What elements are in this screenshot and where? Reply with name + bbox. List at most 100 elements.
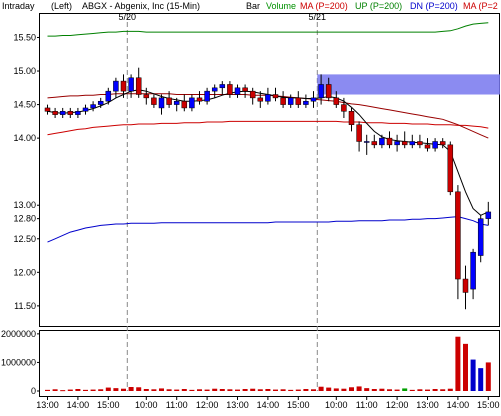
price-tick-label: 14.00 (13, 133, 36, 143)
candle-body (82, 107, 89, 112)
date-marker-label: 5/20 (119, 12, 137, 22)
price-tick-label: 14.50 (13, 100, 36, 110)
candle-body (272, 94, 279, 99)
candle-body (401, 141, 408, 146)
time-tick-label: 13:00 (416, 400, 439, 410)
candle-body (455, 191, 461, 280)
candle-body (105, 90, 112, 102)
candle-body (257, 97, 264, 102)
candle-body (128, 77, 134, 92)
volume-bar (67, 389, 73, 391)
candle-body (325, 84, 332, 99)
time-tick-label: 15:00 (477, 400, 500, 410)
volume-tick-label: 2000000 (1, 329, 36, 339)
candle-body (234, 87, 241, 95)
volume-tick-label: 1000000 (1, 357, 36, 367)
candle-body (120, 80, 127, 92)
candle-body (341, 104, 347, 112)
price-tick-label: 12.50 (13, 234, 36, 244)
candle-body (181, 100, 188, 109)
candle-body (44, 107, 51, 112)
price-tick-label: 15.50 (13, 32, 36, 42)
candle-body (189, 97, 195, 109)
candle-body (151, 97, 157, 105)
volume-bar (189, 389, 195, 391)
header-bar-label: Bar (246, 1, 260, 11)
candle-body (196, 97, 203, 102)
candle-body (424, 144, 431, 149)
candle-body (470, 251, 476, 290)
volume-bar (136, 387, 142, 391)
candle-body (135, 77, 142, 95)
candle-body (485, 211, 492, 219)
volume-bar (409, 389, 415, 391)
candle-body (394, 141, 400, 146)
candle-body (211, 87, 218, 92)
volume-bar (326, 387, 332, 391)
candle-body (303, 100, 309, 105)
volume-bar (212, 388, 218, 391)
volume-panel-frame (39, 330, 500, 397)
volume-bar (166, 389, 172, 391)
time-tick-label: 15:00 (97, 400, 120, 410)
candle-body (409, 141, 416, 146)
candle-body (52, 111, 58, 115)
price-tick-label: 12.80 (13, 214, 36, 224)
header-symbol: ABGX - Abgenix, Inc (15-Min) (82, 1, 200, 11)
volume-bar (250, 388, 256, 391)
price-tick-label: 13.00 (13, 200, 36, 210)
candle-body (417, 141, 423, 146)
volume-bar (455, 336, 461, 391)
candle-body (249, 90, 256, 99)
header-timeframe: Intraday (2, 1, 35, 11)
volume-bar (75, 389, 81, 391)
volume-bar (364, 388, 370, 391)
volume-bar (311, 389, 316, 391)
volume-bar (83, 389, 88, 391)
volume-bar (394, 389, 400, 391)
volume-bar (235, 389, 240, 391)
header-dn-label: DN (P=200) (410, 1, 458, 11)
candle-body (242, 87, 248, 92)
volume-bar (90, 389, 96, 391)
time-tick-label: 10:00 (135, 400, 158, 410)
candle-body (363, 141, 370, 143)
volume-bar (257, 389, 263, 391)
time-tick-label: 14:00 (447, 400, 470, 410)
volume-bar (273, 389, 278, 391)
candle-body (462, 278, 469, 293)
candle-body (227, 84, 233, 95)
header-axis-side: (Left) (51, 1, 72, 11)
volume-bar (45, 389, 50, 391)
volume-bar (151, 389, 157, 391)
volume-bar (128, 387, 134, 391)
upper-band-line (47, 22, 489, 37)
header-volume-label: Volume (266, 1, 296, 11)
candle-body (356, 124, 362, 142)
candle-body (310, 97, 317, 102)
highlight-zone (317, 74, 500, 95)
volume-bar (105, 387, 111, 391)
volume-bar (470, 359, 476, 391)
time-tick-label: 10:00 (325, 400, 348, 410)
long-ma-line (47, 120, 489, 136)
candle-body (67, 111, 74, 115)
price-panel-frame (39, 13, 500, 327)
volume-tick-label: 0 (31, 386, 36, 396)
volume-bar (219, 389, 225, 391)
date-marker-label: 5/21 (309, 12, 327, 22)
candle-body (219, 84, 226, 89)
price-tick-label: 11.50 (14, 301, 36, 311)
volume-bar (52, 389, 58, 391)
candle-body (333, 97, 340, 105)
candle-body (318, 84, 324, 99)
time-tick-label: 11:00 (166, 400, 188, 410)
volume-bar (485, 362, 491, 391)
volume-bar (371, 389, 377, 391)
candle-body (166, 97, 172, 105)
candle-body (97, 100, 104, 105)
volume-bar (280, 389, 286, 391)
volume-bar (303, 389, 309, 391)
candle-body (287, 97, 294, 105)
